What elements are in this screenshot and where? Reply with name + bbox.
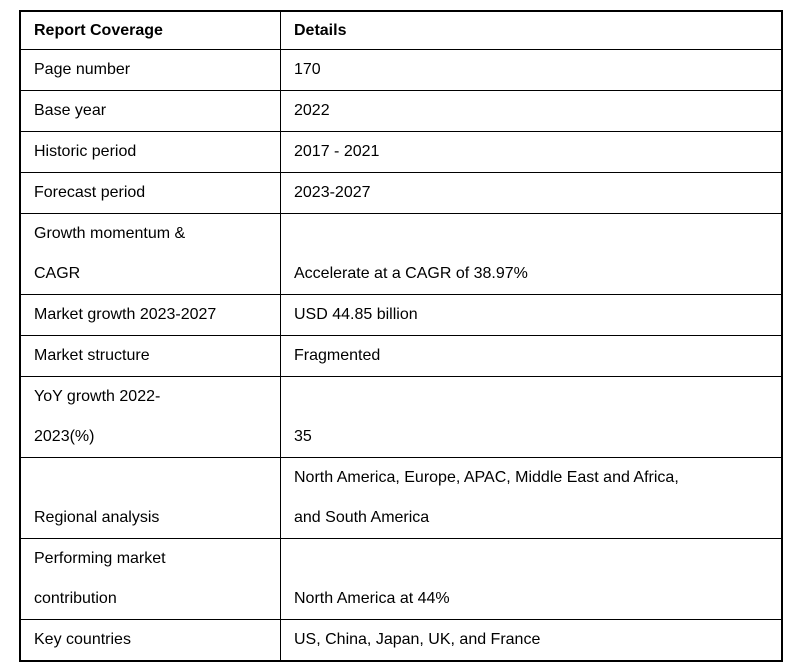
cell-line: Historic period bbox=[34, 143, 137, 160]
label-cell: Performing market contribution bbox=[19, 538, 281, 620]
value-cell: North America, Europe, APAC, Middle East… bbox=[280, 457, 783, 539]
table-row: Forecast period 2023-2027 bbox=[19, 172, 783, 214]
cell-line: USD 44.85 billion bbox=[294, 306, 418, 323]
value-cell: 2023-2027 bbox=[280, 172, 783, 214]
value-cell: Fragmented bbox=[280, 335, 783, 377]
value-cell: US, China, Japan, UK, and France bbox=[280, 619, 783, 662]
header-row: Report Coverage Details bbox=[19, 10, 783, 50]
table-row: Market structure Fragmented bbox=[19, 335, 783, 377]
table-row: Growth momentum & CAGR Accelerate at a CAG… bbox=[19, 213, 783, 295]
label-cell: Historic period bbox=[19, 131, 281, 173]
table-row: Base year 2022 bbox=[19, 90, 783, 132]
table-row: YoY growth 2022- 2023(%) 35 bbox=[19, 376, 783, 458]
cell-line: Market growth 2023-2027 bbox=[34, 306, 217, 323]
cell-line: 2017 - 2021 bbox=[294, 143, 380, 160]
cell-line: Regional analysis bbox=[34, 509, 160, 526]
cell-line: North America at 44% bbox=[294, 590, 450, 607]
cell-line: 2023(%) bbox=[34, 428, 95, 445]
label-cell: Page number bbox=[19, 49, 281, 91]
value-cell: 2017 - 2021 bbox=[280, 131, 783, 173]
cell-line: Base year bbox=[34, 102, 107, 119]
cell-line: 2022 bbox=[294, 102, 330, 119]
table-row: Regional analysis North America, Europe, … bbox=[19, 457, 783, 539]
value-cell: Accelerate at a CAGR of 38.97% bbox=[280, 213, 783, 295]
cell-line: Performing market bbox=[34, 550, 166, 567]
table-row: Page number 170 bbox=[19, 49, 783, 91]
table-body: Page number 170 Base year 2022 Historic peri… bbox=[19, 49, 783, 662]
report-coverage-table: Report Coverage Details Page number 170 Ba… bbox=[19, 10, 783, 662]
label-cell: Regional analysis bbox=[19, 457, 281, 539]
value-cell: North America at 44% bbox=[280, 538, 783, 620]
cell-line: North America, Europe, APAC, Middle East… bbox=[294, 469, 679, 486]
header-cell-details: Details bbox=[280, 10, 783, 50]
cell-line: Market structure bbox=[34, 347, 150, 364]
value-cell: 170 bbox=[280, 49, 783, 91]
cell-line: YoY growth 2022- bbox=[34, 388, 161, 405]
label-cell: Key countries bbox=[19, 619, 281, 662]
header-cell-report-coverage: Report Coverage bbox=[19, 10, 281, 50]
label-cell: Growth momentum & CAGR bbox=[19, 213, 281, 295]
cell-line: 170 bbox=[294, 61, 321, 78]
value-cell: USD 44.85 billion bbox=[280, 294, 783, 336]
value-cell: 35 bbox=[280, 376, 783, 458]
cell-line: 2023-2027 bbox=[294, 184, 371, 201]
label-cell: Forecast period bbox=[19, 172, 281, 214]
table-row: Key countries US, China, Japan, UK, and F… bbox=[19, 619, 783, 662]
cell-line: US, China, Japan, UK, and France bbox=[294, 631, 541, 648]
label-cell: Base year bbox=[19, 90, 281, 132]
cell-line: Fragmented bbox=[294, 347, 381, 364]
cell-line: Forecast period bbox=[34, 184, 146, 201]
cell-line: Key countries bbox=[34, 631, 131, 648]
label-cell: Market growth 2023-2027 bbox=[19, 294, 281, 336]
cell-line: 35 bbox=[294, 428, 312, 445]
label-cell: Market structure bbox=[19, 335, 281, 377]
table-row: Market growth 2023-2027 USD 44.85 billion bbox=[19, 294, 783, 336]
value-cell: 2022 bbox=[280, 90, 783, 132]
cell-line: Growth momentum & bbox=[34, 225, 186, 242]
table-row: Historic period 2017 - 2021 bbox=[19, 131, 783, 173]
table-header: Report Coverage Details bbox=[19, 10, 783, 50]
cell-line: CAGR bbox=[34, 265, 81, 282]
cell-line: Accelerate at a CAGR of 38.97% bbox=[294, 265, 528, 282]
cell-line: contribution bbox=[34, 590, 117, 607]
table-row: Performing market contribution North Ameri… bbox=[19, 538, 783, 620]
cell-line: and South America bbox=[294, 509, 430, 526]
cell-line: Page number bbox=[34, 61, 131, 78]
label-cell: YoY growth 2022- 2023(%) bbox=[19, 376, 281, 458]
